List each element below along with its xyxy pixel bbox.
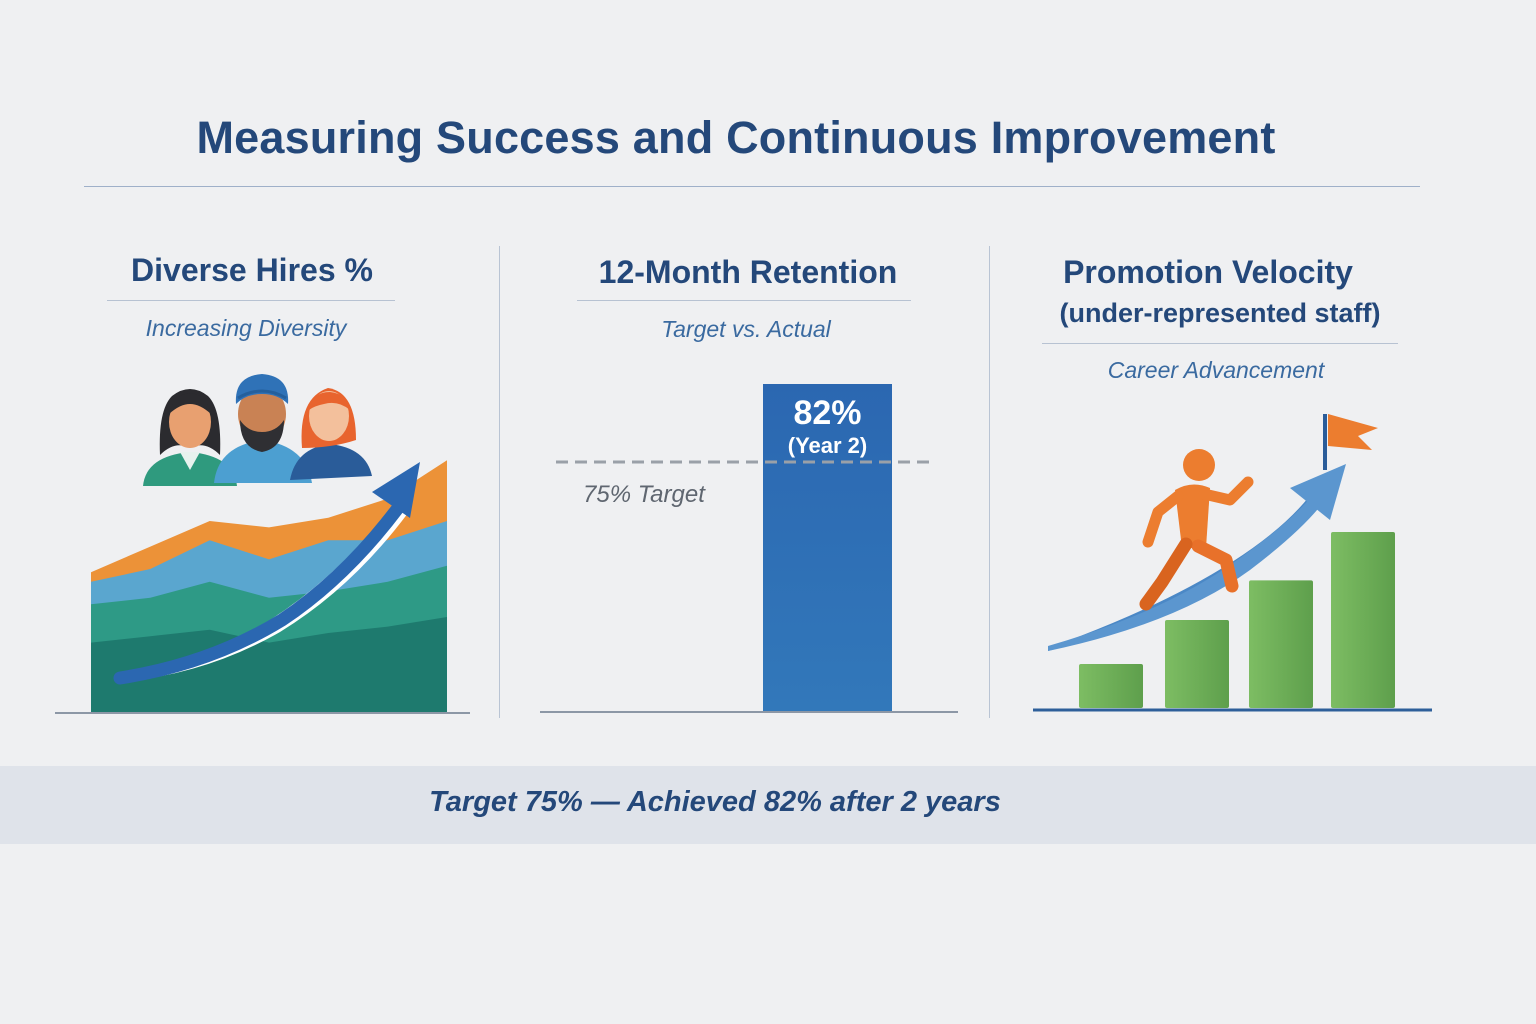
retention-bar <box>763 384 892 712</box>
people-icons <box>143 374 372 486</box>
promotion-subtitle: (under-represented staff) <box>1059 298 1381 328</box>
retention-caption: Target vs. Actual <box>661 316 831 342</box>
promotion-bar <box>1331 532 1395 708</box>
page-title: Measuring Success and Continuous Improve… <box>196 112 1276 163</box>
person-turban-icon <box>214 374 312 483</box>
promotion-bar <box>1249 580 1313 708</box>
panel-divider-2 <box>989 246 990 718</box>
diverse-hires-title: Diverse Hires % <box>131 252 373 288</box>
climbing-person-icon <box>1139 449 1254 611</box>
diverse-hires-divider <box>107 300 395 301</box>
person-icon <box>143 389 237 486</box>
promotion-caption: Career Advancement <box>1107 357 1325 383</box>
promotion-title: Promotion Velocity <box>1063 254 1353 290</box>
trend-arrow-icon <box>1048 464 1346 651</box>
promotion-divider <box>1042 343 1398 344</box>
trend-arrow-icon <box>113 462 420 685</box>
bar-value-label: 82% <box>793 394 861 432</box>
retention-title: 12-Month Retention <box>598 254 898 290</box>
flag-icon <box>1323 414 1378 470</box>
promotion-bar <box>1165 620 1229 708</box>
diverse-hires-caption: Increasing Diversity <box>145 315 347 341</box>
person-icon <box>290 388 372 480</box>
promotion-bar <box>1079 664 1143 708</box>
panel-divider-1 <box>499 246 500 718</box>
area-layer-1 <box>91 617 447 713</box>
promotion-bars <box>1079 532 1395 708</box>
title-divider <box>84 186 1420 187</box>
bar-period-label: (Year 2) <box>788 433 868 458</box>
footer-summary: Target 75% — Achieved 82% after 2 years <box>429 786 1001 818</box>
target-label: 75% Target <box>583 481 706 508</box>
footer-band <box>0 766 1536 844</box>
retention-divider <box>577 300 911 301</box>
